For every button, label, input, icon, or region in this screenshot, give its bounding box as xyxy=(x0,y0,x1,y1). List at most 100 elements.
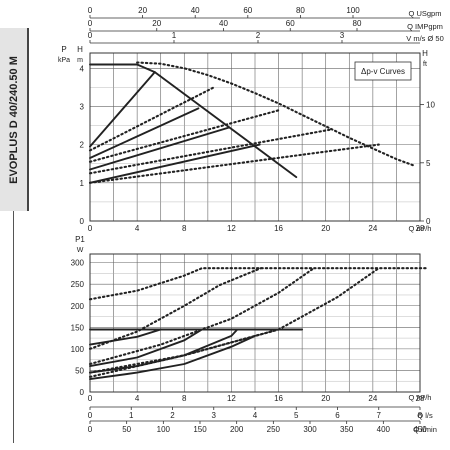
power-x-unit-label: Q m³/h xyxy=(409,393,432,402)
power-y-tick-label: 150 xyxy=(71,323,85,332)
head-curve-solid-1 xyxy=(89,71,156,148)
top-axis-tick-label: 40 xyxy=(219,19,228,28)
bottom-axis-tick-label: 0 xyxy=(88,411,93,420)
head-y-label-kpa: kPa xyxy=(58,57,70,64)
top-axis-tick-label: 0 xyxy=(88,31,93,40)
product-label-tab: EVOPLUS D 40/240.50 M xyxy=(0,28,29,211)
head-right-label-ft: ft xyxy=(423,61,427,68)
top-axis-tick-label: 40 xyxy=(191,6,200,15)
bottom-axis-tick-label: 100 xyxy=(157,425,171,434)
power-y-tick-label: 300 xyxy=(71,259,85,268)
bottom-axis-tick-label: 150 xyxy=(193,425,207,434)
power-y-tick-label: 0 xyxy=(80,388,85,397)
power-curve-dashed-6 xyxy=(88,267,262,350)
power-x-tick-label: 28 xyxy=(416,394,425,403)
head-right-label-h: H xyxy=(422,49,428,58)
top-axis-tick-label: 3 xyxy=(340,31,345,40)
bottom-axis-tick-label: 250 xyxy=(267,425,281,434)
bottom-axis-tick-label: 1 xyxy=(129,411,134,420)
bottom-axis-tick-label: 4 xyxy=(253,411,258,420)
head-right-tick-label: 10 xyxy=(426,101,435,110)
power-x-tick-label: 0 xyxy=(88,394,93,403)
head-x-tick-label: 4 xyxy=(135,224,140,233)
bottom-axis-unit-label: Q l/min xyxy=(413,425,437,434)
bottom-axis-tick-label: 7 xyxy=(377,411,382,420)
top-axis-tick-label: 0 xyxy=(88,19,93,28)
head-x-tick-label: 16 xyxy=(274,224,283,233)
bottom-axis-tick-label: 2 xyxy=(170,411,175,420)
head-curve-solid-3 xyxy=(89,126,231,171)
head-y-label-h: H xyxy=(77,45,83,54)
power-curve-solid-3 xyxy=(89,328,239,374)
top-axis-unit-label: Q USgpm xyxy=(409,9,442,18)
top-axis-tick-label: 80 xyxy=(353,19,362,28)
top-axis-tick-label: 80 xyxy=(296,6,305,15)
top-axis-tick-label: 20 xyxy=(152,19,161,28)
bottom-axis-tick-label: 350 xyxy=(340,425,354,434)
head-right-tick-label: 0 xyxy=(426,217,431,226)
power-y-label-w: W xyxy=(77,247,84,254)
power-curve-solid-4 xyxy=(89,334,256,381)
top-axis-tick-label: 60 xyxy=(286,19,295,28)
head-x-tick-label: 20 xyxy=(321,224,330,233)
power-curve-solid-2 xyxy=(89,328,203,368)
power-x-tick-label: 12 xyxy=(227,394,236,403)
power-y-label-p1: P1 xyxy=(75,235,85,244)
head-x-unit-label: Q m³/h xyxy=(409,224,432,233)
bottom-axis-unit-label: Q l/s xyxy=(417,411,433,420)
power-y-tick-label: 100 xyxy=(71,345,85,354)
head-curve-dashed-5 xyxy=(136,61,416,167)
head-y-tick-label: 0 xyxy=(80,217,85,226)
power-curve-dashed-5 xyxy=(88,267,427,301)
head-x-tick-label: 28 xyxy=(416,224,425,233)
head-y-tick-label: 1 xyxy=(80,179,85,188)
top-axis-tick-label: 20 xyxy=(138,6,147,15)
head-y-label-p: P xyxy=(61,45,66,54)
bottom-axis-tick-label: 50 xyxy=(122,425,131,434)
head-x-tick-label: 0 xyxy=(88,224,93,233)
top-axis-tick-label: 100 xyxy=(346,6,360,15)
head-curve-dashed-9 xyxy=(88,143,380,184)
power-y-tick-label: 50 xyxy=(75,366,84,375)
head-curve-solid-2 xyxy=(89,107,200,159)
head-y-tick-label: 3 xyxy=(80,102,85,111)
bottom-axis-tick-label: 450 xyxy=(413,425,427,434)
power-curve-dashed-9 xyxy=(88,328,280,378)
top-axis-unit-label: V m/s Ø 50 xyxy=(406,34,444,43)
bottom-axis-tick-label: 6 xyxy=(335,411,340,420)
head-y-label-m: m xyxy=(77,57,83,64)
head-curve-dashed-8 xyxy=(88,128,333,175)
power-curve-dashed-8 xyxy=(88,267,380,374)
head-curve-solid-4 xyxy=(89,143,261,184)
top-axis-unit-label: Q IMPgpm xyxy=(407,22,443,31)
power-x-tick-label: 16 xyxy=(274,394,283,403)
left-divider xyxy=(13,211,14,443)
head-curve-dashed-6 xyxy=(88,86,215,152)
head-y-tick-label: 4 xyxy=(80,64,85,73)
power-x-tick-label: 20 xyxy=(321,394,330,403)
power-y-tick-label: 250 xyxy=(71,280,85,289)
bottom-axis-tick-label: 400 xyxy=(377,425,391,434)
bottom-axis-tick-label: 300 xyxy=(303,425,317,434)
power-y-tick-label: 200 xyxy=(71,302,85,311)
head-curve-dashed-7 xyxy=(88,109,280,163)
head-plot-frame xyxy=(89,52,421,222)
power-curve-solid-1 xyxy=(89,328,162,346)
power-plot-frame xyxy=(89,253,421,393)
legend-box xyxy=(354,61,412,81)
head-y-tick-label: 2 xyxy=(80,141,85,150)
head-right-tick-label: 5 xyxy=(426,159,431,168)
bottom-axis-tick-label: 5 xyxy=(294,411,299,420)
bottom-axis-tick-label: 8 xyxy=(418,411,423,420)
bottom-axis-tick-label: 200 xyxy=(230,425,244,434)
top-axis-tick-label: 60 xyxy=(243,6,252,15)
bottom-axis-tick-label: 3 xyxy=(212,411,217,420)
top-axis-tick-label: 0 xyxy=(88,6,93,15)
power-x-tick-label: 24 xyxy=(368,394,377,403)
top-axis-tick-label: 1 xyxy=(172,31,177,40)
power-curve-dashed-7 xyxy=(88,267,315,366)
top-axis-tick-label: 2 xyxy=(256,31,261,40)
head-x-tick-label: 8 xyxy=(182,224,187,233)
power-x-tick-label: 4 xyxy=(135,394,140,403)
